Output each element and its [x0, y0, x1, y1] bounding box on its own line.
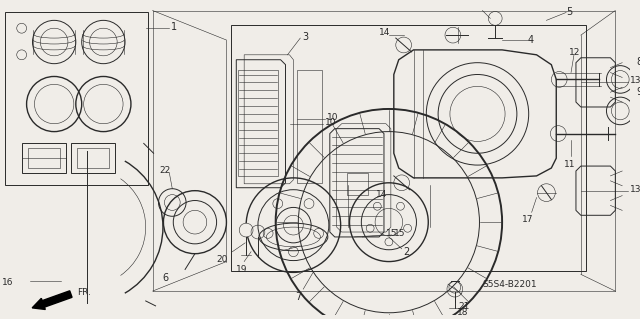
- Text: 12: 12: [569, 48, 580, 57]
- Circle shape: [239, 223, 253, 237]
- Text: 7: 7: [295, 292, 301, 302]
- Text: 9: 9: [636, 87, 640, 97]
- Text: 13: 13: [630, 77, 640, 85]
- Text: 18: 18: [457, 308, 468, 317]
- Text: FR.: FR.: [77, 288, 91, 297]
- Bar: [346, 173, 368, 195]
- FancyArrow shape: [32, 291, 72, 309]
- Bar: [77, 148, 109, 168]
- Bar: [238, 70, 278, 176]
- Text: 22: 22: [159, 166, 171, 175]
- Text: 3: 3: [302, 32, 308, 42]
- Text: 14: 14: [379, 28, 390, 37]
- Text: 6: 6: [163, 273, 168, 283]
- Text: S5S4-B2201: S5S4-B2201: [483, 280, 537, 289]
- Text: 20: 20: [216, 255, 228, 264]
- Bar: [71, 144, 115, 173]
- Text: 14: 14: [376, 190, 387, 199]
- Text: 13: 13: [630, 185, 640, 194]
- Text: 10: 10: [327, 113, 339, 122]
- Bar: [5, 12, 148, 185]
- Text: 1: 1: [172, 22, 177, 32]
- Text: 8: 8: [636, 57, 640, 67]
- Text: 21: 21: [459, 302, 470, 311]
- Bar: [28, 148, 60, 168]
- Text: 5: 5: [566, 7, 572, 17]
- Bar: [298, 70, 322, 183]
- Text: 19: 19: [236, 264, 248, 273]
- Text: 17: 17: [522, 215, 533, 224]
- Text: 16: 16: [2, 278, 13, 287]
- Text: 15: 15: [394, 229, 405, 238]
- Text: 15: 15: [386, 229, 397, 238]
- Bar: [22, 144, 66, 173]
- Text: 2: 2: [404, 247, 410, 257]
- Text: 11: 11: [564, 160, 575, 169]
- Text: 4: 4: [528, 35, 534, 45]
- Text: 10: 10: [325, 118, 337, 127]
